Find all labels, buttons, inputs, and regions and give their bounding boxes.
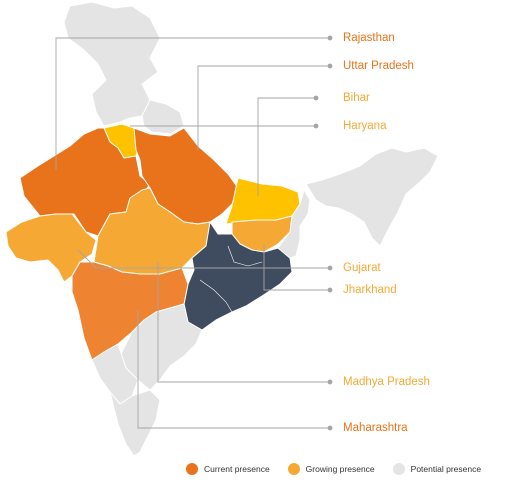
potential-presence-swatch xyxy=(392,463,405,475)
legend: Current presence Growing presence Potent… xyxy=(186,463,481,475)
label-maharashtra: Maharashtra xyxy=(343,422,408,434)
legend-label-current: Current presence xyxy=(204,464,270,474)
current-presence-swatch xyxy=(186,463,198,475)
label-gujarat: Gujarat xyxy=(343,262,381,274)
region-north xyxy=(63,1,161,127)
legend-item-growing: Growing presence xyxy=(287,463,375,475)
state-uttar-pradesh xyxy=(133,127,239,225)
label-bihar: Bihar xyxy=(343,92,370,104)
label-madhya-pradesh: Madhya Pradesh xyxy=(343,376,430,388)
state-haryana xyxy=(103,123,141,159)
label-rajasthan: Rajasthan xyxy=(343,32,395,44)
label-jharkhand: Jharkhand xyxy=(343,284,397,296)
legend-item-current: Current presence xyxy=(186,463,270,475)
label-uttar-pradesh: Uttar Pradesh xyxy=(343,60,414,72)
region-northeast xyxy=(305,147,439,247)
label-haryana: Haryana xyxy=(343,120,387,132)
region-west-bengal xyxy=(277,189,311,259)
legend-item-potential: Potential presence xyxy=(392,463,482,475)
region-uttarakhand xyxy=(141,99,185,135)
state-east-highlight xyxy=(183,221,293,331)
legend-label-potential: Potential presence xyxy=(410,464,482,474)
legend-label-growing: Growing presence xyxy=(305,464,375,474)
region-karnataka xyxy=(91,343,139,405)
growing-presence-swatch xyxy=(287,463,300,475)
